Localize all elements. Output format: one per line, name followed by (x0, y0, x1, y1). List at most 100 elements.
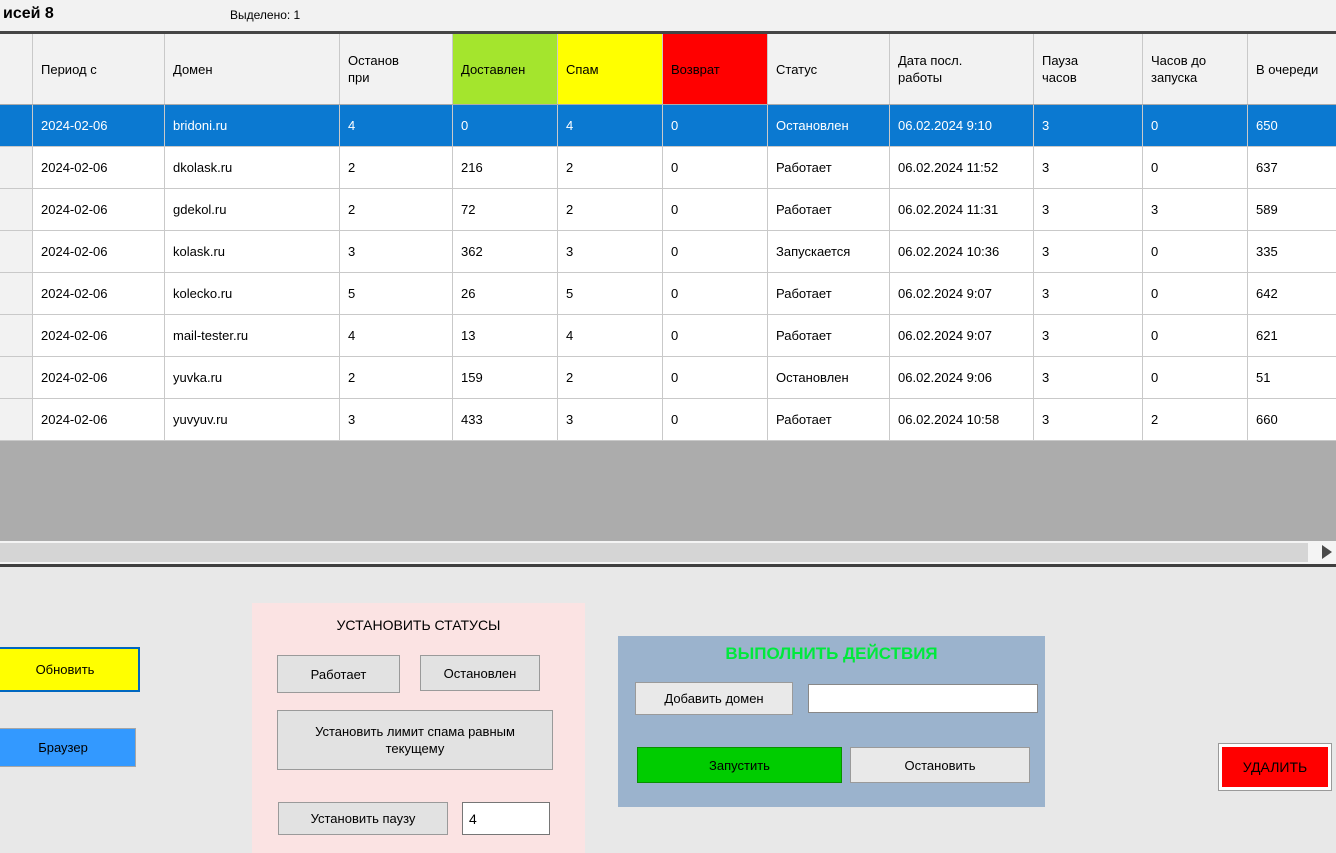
cell-status[interactable]: Остановлен (768, 357, 890, 398)
add-domain-button[interactable]: Добавить домен (635, 682, 793, 715)
cell-pause-hours[interactable]: 3 (1034, 273, 1143, 314)
cell-bounce[interactable]: 0 (663, 105, 768, 146)
cell-stop-at[interactable]: 4 (340, 315, 453, 356)
cell-period[interactable]: 2024-02-06 (33, 105, 165, 146)
cell-stop-at[interactable]: 3 (340, 399, 453, 440)
cell-queued[interactable]: 642 (1256, 286, 1278, 301)
refresh-button[interactable]: Обновить (0, 647, 140, 692)
cell-hours-to-start[interactable]: 0 (1143, 231, 1248, 272)
cell-stop-at[interactable]: 4 (340, 105, 453, 146)
cell-status[interactable]: Работает (768, 399, 890, 440)
cell-status[interactable]: Запускается (768, 231, 890, 272)
cell-spam[interactable]: 5 (558, 273, 663, 314)
cell-status[interactable]: Остановлен (768, 105, 890, 146)
set-pause-button[interactable]: Установить паузу (278, 802, 448, 835)
cell-domain[interactable]: kolecko.ru (165, 273, 340, 314)
row-header-cell[interactable] (0, 273, 33, 314)
cell-bounce[interactable]: 0 (663, 231, 768, 272)
delete-button[interactable]: УДАЛИТЬ (1218, 743, 1332, 791)
cell-last-run[interactable]: 06.02.2024 11:31 (890, 189, 1034, 230)
column-header-queued[interactable]: В очереди (1256, 61, 1319, 77)
row-header-cell[interactable] (0, 315, 33, 356)
cell-spam[interactable]: 2 (558, 147, 663, 188)
table-row[interactable]: 2024-02-06 dkolask.ru 2 216 2 0 Работает… (0, 147, 1336, 189)
row-header-cell[interactable] (0, 399, 33, 440)
scrollbar-right-arrow-icon[interactable] (1322, 545, 1332, 559)
cell-status[interactable]: Работает (768, 315, 890, 356)
cell-pause-hours[interactable]: 3 (1034, 357, 1143, 398)
cell-bounce[interactable]: 0 (663, 147, 768, 188)
cell-delivered[interactable]: 433 (453, 399, 558, 440)
cell-last-run[interactable]: 06.02.2024 10:58 (890, 399, 1034, 440)
cell-hours-to-start[interactable]: 0 (1143, 357, 1248, 398)
table-row[interactable]: 2024-02-06 kolask.ru 3 362 3 0 Запускает… (0, 231, 1336, 273)
cell-pause-hours[interactable]: 3 (1034, 105, 1143, 146)
cell-delivered[interactable]: 159 (453, 357, 558, 398)
cell-queued[interactable]: 589 (1256, 202, 1278, 217)
cell-stop-at[interactable]: 2 (340, 147, 453, 188)
cell-period[interactable]: 2024-02-06 (33, 231, 165, 272)
cell-stop-at[interactable]: 3 (340, 231, 453, 272)
cell-last-run[interactable]: 06.02.2024 11:52 (890, 147, 1034, 188)
cell-status[interactable]: Работает (768, 189, 890, 230)
column-header-last-run[interactable]: Дата посл. работы (890, 34, 1034, 104)
browser-button[interactable]: Браузер (0, 728, 136, 767)
column-header-bounce[interactable]: Возврат (663, 34, 768, 104)
cell-pause-hours[interactable]: 3 (1034, 315, 1143, 356)
horizontal-scrollbar[interactable] (0, 541, 1336, 564)
cell-status[interactable]: Работает (768, 273, 890, 314)
cell-domain[interactable]: dkolask.ru (165, 147, 340, 188)
row-header-cell[interactable] (0, 105, 33, 146)
cell-bounce[interactable]: 0 (663, 315, 768, 356)
column-header-delivered[interactable]: Доставлен (453, 34, 558, 104)
cell-delivered[interactable]: 72 (453, 189, 558, 230)
column-header-pause-hours[interactable]: Пауза часов (1034, 34, 1143, 104)
table-row[interactable]: 2024-02-06 kolecko.ru 5 26 5 0 Работает … (0, 273, 1336, 315)
cell-stop-at[interactable]: 2 (340, 357, 453, 398)
set-status-stopped-button[interactable]: Остановлен (420, 655, 540, 691)
column-header-status[interactable]: Статус (768, 34, 890, 104)
cell-pause-hours[interactable]: 3 (1034, 231, 1143, 272)
table-row[interactable]: 2024-02-06 yuvka.ru 2 159 2 0 Остановлен… (0, 357, 1336, 399)
cell-period[interactable]: 2024-02-06 (33, 273, 165, 314)
cell-period[interactable]: 2024-02-06 (33, 357, 165, 398)
start-button[interactable]: Запустить (637, 747, 842, 783)
row-header-cell[interactable] (0, 231, 33, 272)
cell-stop-at[interactable]: 5 (340, 273, 453, 314)
cell-bounce[interactable]: 0 (663, 273, 768, 314)
table-row[interactable]: 2024-02-06 yuvyuv.ru 3 433 3 0 Работает … (0, 399, 1336, 441)
cell-last-run[interactable]: 06.02.2024 9:07 (890, 315, 1034, 356)
cell-queued[interactable]: 660 (1256, 412, 1278, 427)
table-row[interactable]: 2024-02-06 mail-tester.ru 4 13 4 0 Работ… (0, 315, 1336, 357)
cell-delivered[interactable]: 216 (453, 147, 558, 188)
cell-hours-to-start[interactable]: 3 (1143, 189, 1248, 230)
cell-period[interactable]: 2024-02-06 (33, 315, 165, 356)
cell-last-run[interactable]: 06.02.2024 9:07 (890, 273, 1034, 314)
cell-status[interactable]: Работает (768, 147, 890, 188)
cell-bounce[interactable]: 0 (663, 357, 768, 398)
row-header-cell[interactable] (0, 147, 33, 188)
cell-spam[interactable]: 4 (558, 105, 663, 146)
cell-bounce[interactable]: 0 (663, 189, 768, 230)
column-header-stop-at[interactable]: Останов при (340, 34, 453, 104)
cell-period[interactable]: 2024-02-06 (33, 147, 165, 188)
cell-queued[interactable]: 335 (1256, 244, 1278, 259)
column-header-spam[interactable]: Спам (558, 34, 663, 104)
cell-domain[interactable]: yuvka.ru (165, 357, 340, 398)
set-status-working-button[interactable]: Работает (277, 655, 400, 693)
row-header-corner[interactable] (0, 34, 33, 104)
set-spam-limit-button[interactable]: Установить лимит спама равным текущему (277, 710, 553, 770)
table-row[interactable]: 2024-02-06 bridoni.ru 4 0 4 0 Остановлен… (0, 105, 1336, 147)
cell-spam[interactable]: 2 (558, 357, 663, 398)
cell-domain[interactable]: gdekol.ru (165, 189, 340, 230)
cell-spam[interactable]: 3 (558, 231, 663, 272)
cell-last-run[interactable]: 06.02.2024 9:06 (890, 357, 1034, 398)
scrollbar-thumb[interactable] (0, 543, 1308, 562)
cell-queued[interactable]: 637 (1256, 160, 1278, 175)
cell-hours-to-start[interactable]: 2 (1143, 399, 1248, 440)
cell-queued[interactable]: 621 (1256, 328, 1278, 343)
column-header-hours-to-start[interactable]: Часов до запуска (1143, 34, 1248, 104)
cell-hours-to-start[interactable]: 0 (1143, 273, 1248, 314)
stop-button[interactable]: Остановить (850, 747, 1030, 783)
cell-delivered[interactable]: 362 (453, 231, 558, 272)
